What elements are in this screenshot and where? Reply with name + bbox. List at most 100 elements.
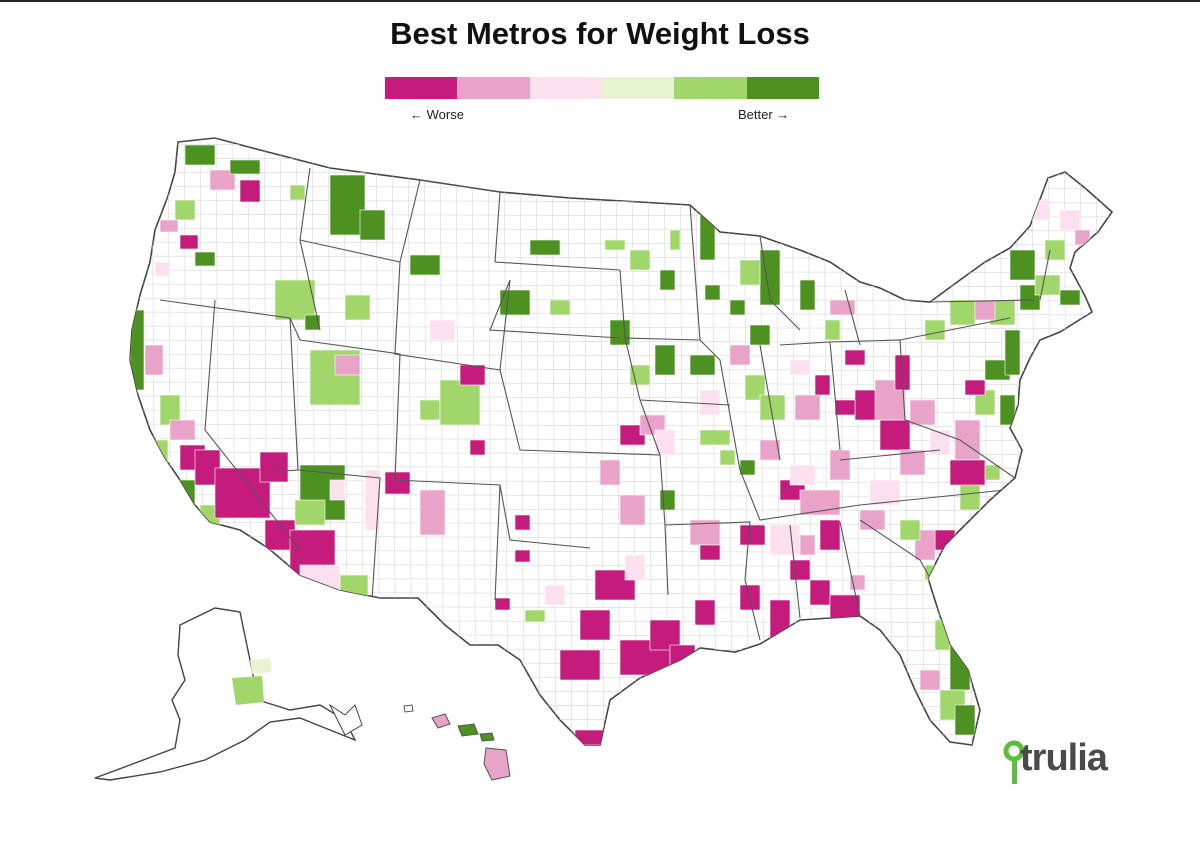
metro-area <box>130 309 145 391</box>
color-legend <box>385 77 819 99</box>
metro-area <box>929 429 951 456</box>
metro-area <box>429 319 456 341</box>
metro-area <box>729 299 746 316</box>
hawaii <box>403 704 511 781</box>
metro-area <box>469 439 486 456</box>
metro-area <box>939 599 956 616</box>
metro-area <box>694 599 716 626</box>
metro-area <box>514 514 531 531</box>
legend-better-label: Better → <box>738 107 790 122</box>
metro-area <box>984 464 1001 481</box>
metro-area <box>1004 329 1021 376</box>
metro-area <box>834 399 856 416</box>
metro-area <box>574 729 606 745</box>
metro-area <box>339 574 369 601</box>
metro-area <box>739 524 766 546</box>
metro-area <box>329 479 346 501</box>
metro-area <box>924 564 946 581</box>
metro-area <box>699 544 721 561</box>
metro-area <box>719 449 736 466</box>
metro-area <box>624 554 646 581</box>
metro-area <box>654 429 676 456</box>
metro-area <box>749 324 771 346</box>
metro-area <box>1059 209 1081 231</box>
metro-area <box>789 559 811 581</box>
metro-area <box>799 489 841 516</box>
metro-area <box>1009 249 1036 281</box>
metro-area <box>259 451 289 483</box>
metro-area <box>154 261 171 277</box>
metro-area <box>174 199 196 221</box>
metro-area <box>1074 229 1091 246</box>
metro-area <box>629 249 651 271</box>
metro-area <box>699 389 721 416</box>
metro-area <box>169 419 196 441</box>
legend-worse-label: ← Worse <box>410 107 464 122</box>
metro-area <box>814 374 831 396</box>
metro-area <box>289 184 306 201</box>
metro-area <box>304 314 321 331</box>
metro-area <box>144 344 164 376</box>
legend-swatch-3 <box>529 77 602 99</box>
metro-area <box>819 519 841 551</box>
metro-area <box>529 239 561 256</box>
metro-area <box>919 669 941 691</box>
metro-area <box>789 464 816 486</box>
metro-area <box>759 439 781 461</box>
metro-area <box>419 489 446 536</box>
metro-area <box>669 229 681 251</box>
metro-area <box>609 319 631 346</box>
metro-area <box>329 174 366 236</box>
metro-area <box>409 254 441 276</box>
legend-swatch-4 <box>601 77 675 99</box>
alaska <box>94 607 363 781</box>
metro-area <box>739 584 761 611</box>
metro-area <box>909 399 936 426</box>
metro-area <box>179 234 199 250</box>
metro-area <box>964 379 986 396</box>
metro-area <box>364 469 381 531</box>
metro-area <box>829 594 861 621</box>
metro-area <box>654 344 676 376</box>
metro-area <box>999 394 1016 426</box>
state-borders <box>159 167 1051 641</box>
metro-area <box>334 354 361 376</box>
metro-area <box>699 209 716 261</box>
metro-area <box>159 219 179 233</box>
metro-area <box>789 359 811 376</box>
metro-area <box>799 534 816 556</box>
metro-area <box>954 419 981 461</box>
metro-area <box>874 379 906 421</box>
map-title: Best Metros for Weight Loss <box>390 16 810 51</box>
metro-area <box>879 419 911 451</box>
metro-area <box>924 319 946 341</box>
metro-area <box>274 279 316 321</box>
metro-area <box>699 429 731 446</box>
metro-area <box>669 644 696 671</box>
metro-area <box>344 294 371 321</box>
metro-area <box>859 509 886 531</box>
legend-swatch-1 <box>385 77 458 99</box>
metro-area <box>899 519 921 541</box>
legend-swatch-2 <box>457 77 530 99</box>
metro-area <box>1059 289 1081 306</box>
metro-area <box>1034 274 1061 296</box>
metro-area <box>949 639 971 691</box>
metro-area <box>794 394 821 421</box>
metro-area <box>494 597 511 611</box>
metro-area <box>459 364 486 386</box>
metro-area <box>944 554 961 576</box>
legend-swatch-6 <box>746 77 819 99</box>
metro-area <box>384 471 411 495</box>
metro-area <box>499 289 531 316</box>
metro-area <box>599 459 621 486</box>
metro-area <box>359 209 386 241</box>
metro-area <box>579 609 611 641</box>
metro-area <box>809 579 831 606</box>
metro-area <box>934 619 956 651</box>
metro-area <box>514 549 531 563</box>
metro-area <box>294 499 326 526</box>
metro-area <box>974 299 996 321</box>
location-pin-icon <box>1003 740 1025 784</box>
